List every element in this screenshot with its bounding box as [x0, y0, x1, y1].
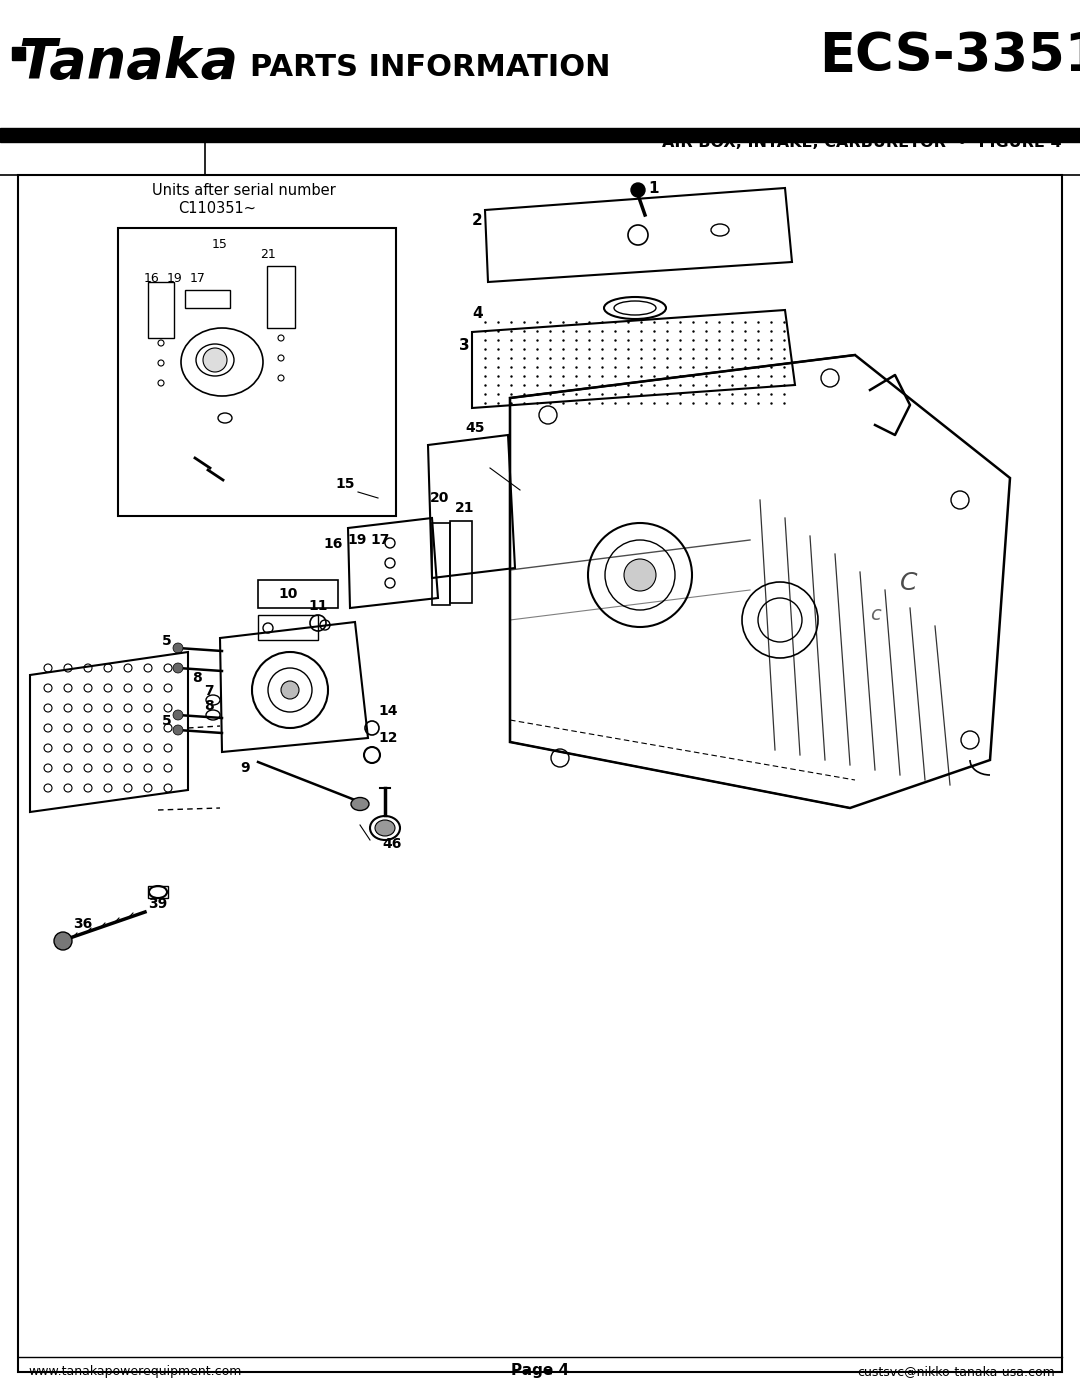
- Ellipse shape: [375, 820, 395, 835]
- Text: 3: 3: [459, 338, 470, 353]
- Bar: [0, 129, 1080, 142]
- Bar: [148, 886, 168, 898]
- Bar: [0, 0, 1080, 130]
- Text: 2: 2: [472, 212, 483, 228]
- Bar: [450, 521, 472, 604]
- Circle shape: [173, 710, 183, 719]
- Text: 8: 8: [204, 698, 214, 712]
- Circle shape: [203, 348, 227, 372]
- Circle shape: [281, 680, 299, 698]
- Text: 10: 10: [278, 587, 297, 601]
- Text: 36: 36: [73, 916, 92, 930]
- Bar: [18, 175, 1062, 1372]
- Text: 21: 21: [455, 502, 474, 515]
- Text: C110351~: C110351~: [178, 201, 256, 217]
- Text: 7: 7: [204, 685, 214, 698]
- Text: 4: 4: [472, 306, 483, 321]
- Text: 19: 19: [167, 272, 183, 285]
- Text: 5: 5: [162, 714, 172, 728]
- Text: Units after serial number: Units after serial number: [152, 183, 336, 198]
- Text: 39: 39: [148, 897, 167, 911]
- Text: ECS-3351: ECS-3351: [819, 29, 1080, 82]
- Text: 12: 12: [378, 731, 397, 745]
- Text: 16: 16: [144, 272, 160, 285]
- Bar: [118, 228, 396, 515]
- Circle shape: [624, 559, 656, 591]
- Circle shape: [54, 932, 72, 950]
- Bar: [432, 522, 450, 605]
- Text: 1: 1: [648, 182, 659, 196]
- Bar: [12, 47, 25, 60]
- Bar: [258, 615, 318, 640]
- Text: 15: 15: [335, 476, 354, 490]
- Bar: [267, 265, 295, 328]
- Text: 17: 17: [190, 272, 206, 285]
- Text: www.tanakapowerequipment.com: www.tanakapowerequipment.com: [28, 1365, 241, 1377]
- Text: 9: 9: [240, 761, 249, 775]
- Ellipse shape: [351, 798, 369, 810]
- Circle shape: [173, 643, 183, 652]
- Text: 14: 14: [378, 704, 397, 718]
- Circle shape: [173, 664, 183, 673]
- Text: 16: 16: [323, 536, 342, 550]
- Text: 17: 17: [370, 534, 390, 548]
- Text: c: c: [870, 605, 881, 624]
- Text: 5: 5: [162, 634, 172, 648]
- Text: 8: 8: [192, 671, 202, 685]
- Text: 21: 21: [260, 249, 275, 261]
- Text: Page 4: Page 4: [511, 1363, 569, 1377]
- Text: 19: 19: [347, 534, 366, 548]
- Circle shape: [631, 183, 645, 197]
- Circle shape: [173, 725, 183, 735]
- Bar: [185, 291, 230, 307]
- Text: 11: 11: [308, 599, 327, 613]
- Text: 45: 45: [465, 420, 485, 434]
- Text: Tanaka: Tanaka: [18, 36, 238, 89]
- Text: AIR BOX, INTAKE, CARBURETOR  •  FIGURE 4: AIR BOX, INTAKE, CARBURETOR • FIGURE 4: [662, 136, 1062, 149]
- Bar: [148, 282, 174, 338]
- Text: 15: 15: [212, 237, 228, 251]
- Bar: [258, 580, 338, 608]
- Text: 46: 46: [382, 837, 402, 851]
- Text: custsvc@nikko-tanaka-usa.com: custsvc@nikko-tanaka-usa.com: [858, 1365, 1055, 1377]
- Text: 20: 20: [430, 490, 449, 504]
- Text: C: C: [900, 571, 918, 595]
- Text: PARTS INFORMATION: PARTS INFORMATION: [249, 53, 610, 82]
